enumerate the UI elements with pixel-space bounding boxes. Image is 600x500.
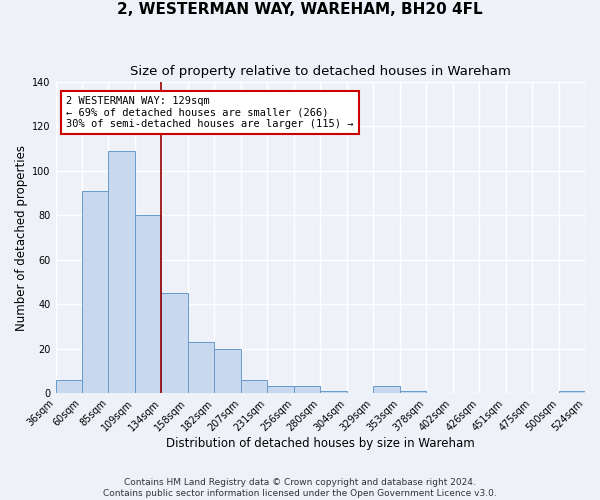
Bar [400, 391, 426, 393]
Bar [294, 386, 320, 393]
Bar [109, 151, 135, 393]
Bar [373, 386, 400, 393]
Bar [214, 348, 241, 393]
Y-axis label: Number of detached properties: Number of detached properties [15, 144, 28, 330]
Bar [320, 391, 347, 393]
Text: Contains HM Land Registry data © Crown copyright and database right 2024.
Contai: Contains HM Land Registry data © Crown c… [103, 478, 497, 498]
Bar [56, 380, 82, 393]
X-axis label: Distribution of detached houses by size in Wareham: Distribution of detached houses by size … [166, 437, 475, 450]
Bar [188, 342, 214, 393]
Bar [241, 380, 268, 393]
Text: 2 WESTERMAN WAY: 129sqm
← 69% of detached houses are smaller (266)
30% of semi-d: 2 WESTERMAN WAY: 129sqm ← 69% of detache… [66, 96, 353, 129]
Bar [82, 191, 109, 393]
Bar [559, 391, 585, 393]
Bar [161, 293, 188, 393]
Text: 2, WESTERMAN WAY, WAREHAM, BH20 4FL: 2, WESTERMAN WAY, WAREHAM, BH20 4FL [117, 2, 483, 18]
Bar [135, 216, 161, 393]
Bar [268, 386, 294, 393]
Title: Size of property relative to detached houses in Wareham: Size of property relative to detached ho… [130, 65, 511, 78]
